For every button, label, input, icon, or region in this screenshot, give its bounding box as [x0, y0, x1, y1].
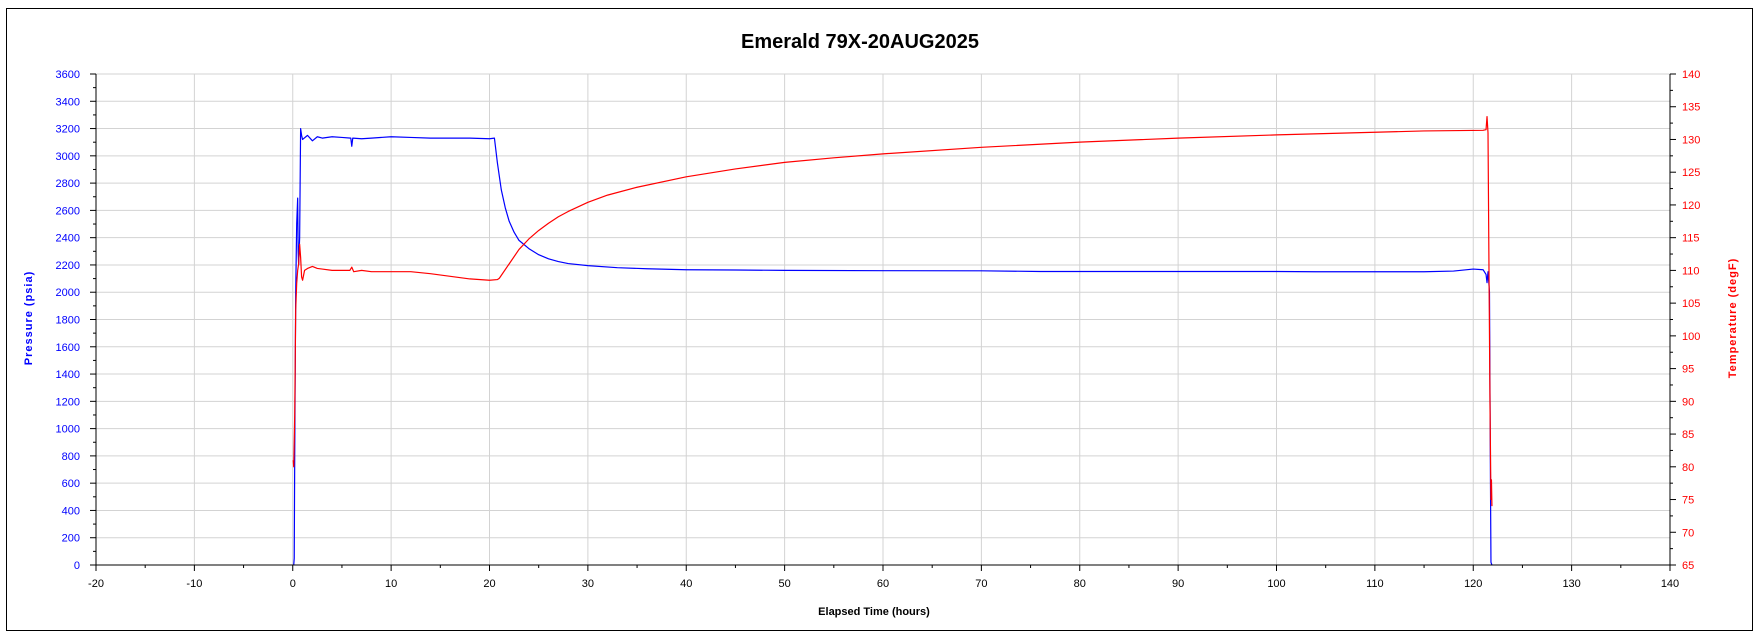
- x-tick-label: 30: [582, 578, 594, 590]
- left-y-tick-label: 2200: [56, 260, 80, 272]
- left-y-tick-label: 2600: [56, 205, 80, 217]
- axes: -20 -10 0 10 20 30 40 50 60 70 80 90 100 110 120 130 140…: [56, 69, 1701, 590]
- x-tick-label: 110: [1366, 578, 1384, 590]
- left-y-tick-label: 800: [62, 451, 80, 463]
- right-y-tick-label: 75: [1682, 495, 1694, 507]
- right-y-tick-label: 70: [1682, 527, 1694, 539]
- right-y-tick-label: 130: [1682, 134, 1700, 146]
- x-tick-label: 70: [975, 578, 987, 590]
- right-y-tick-label: 140: [1682, 69, 1700, 81]
- left-y-tick-label: 1600: [56, 342, 80, 354]
- right-y-tick-label: 100: [1682, 331, 1700, 343]
- x-tick-label: 130: [1562, 578, 1580, 590]
- left-y-tick-label: 3000: [56, 151, 80, 163]
- left-y-tick-label: 3400: [56, 96, 80, 108]
- x-tick-label: 0: [290, 578, 296, 590]
- left-y-tick-label: 1200: [56, 396, 80, 408]
- left-y-tick-label: 2000: [56, 287, 80, 299]
- x-tick-label: 10: [385, 578, 397, 590]
- right-y-axis-label: Temperature (degF): [1727, 258, 1739, 378]
- grid: [95, 73, 1671, 566]
- left-y-tick-label: 0: [74, 560, 80, 572]
- x-tick-label: 20: [483, 578, 495, 590]
- right-y-tick-label: 105: [1682, 298, 1700, 310]
- right-y-tick-label: 65: [1682, 560, 1694, 572]
- x-axis-label: Elapsed Time (hours): [818, 606, 930, 618]
- x-tick-label: 80: [1074, 578, 1086, 590]
- right-y-tick-label: 135: [1682, 102, 1700, 114]
- left-y-axis-label: Pressure (psia): [23, 271, 35, 365]
- chart-title: Emerald 79X-20AUG2025: [741, 31, 979, 53]
- x-tick-label: 140: [1661, 578, 1679, 590]
- left-y-tick-label: 3200: [56, 124, 80, 136]
- left-y-tick-label: 2800: [56, 178, 80, 190]
- x-tick-label: 120: [1464, 578, 1482, 590]
- right-y-tick-label: 125: [1682, 167, 1700, 179]
- x-tick-label: 40: [680, 578, 692, 590]
- right-y-tick-label: 120: [1682, 200, 1700, 212]
- left-y-tick-label: 400: [62, 505, 80, 517]
- temperature-series-line: [292, 115, 1493, 507]
- chart-frame: [6, 8, 1753, 631]
- right-y-tick-label: 85: [1682, 429, 1694, 441]
- right-y-tick-label: 110: [1682, 265, 1700, 277]
- right-y-tick-label: 115: [1682, 233, 1700, 245]
- left-y-tick-label: 200: [62, 533, 80, 545]
- right-y-tick-label: 95: [1682, 364, 1694, 376]
- left-y-tick-label: 3600: [56, 69, 80, 81]
- left-y-tick-label: 600: [62, 478, 80, 490]
- left-y-tick-label: 1000: [56, 424, 80, 436]
- x-tick-label: 60: [877, 578, 889, 590]
- left-y-tick-label: 1800: [56, 315, 80, 327]
- plot-area: [292, 115, 1493, 566]
- left-y-tick-label: 2400: [56, 233, 80, 245]
- x-tick-label: 100: [1267, 578, 1285, 590]
- right-y-tick-label: 90: [1682, 396, 1694, 408]
- x-tick-label: -20: [88, 578, 104, 590]
- right-y-tick-label: 80: [1682, 462, 1694, 474]
- x-tick-label: -10: [186, 578, 202, 590]
- left-y-tick-label: 1400: [56, 369, 80, 381]
- x-tick-label: 90: [1172, 578, 1184, 590]
- pressure-series-line: [293, 127, 1493, 566]
- x-tick-label: 50: [779, 578, 791, 590]
